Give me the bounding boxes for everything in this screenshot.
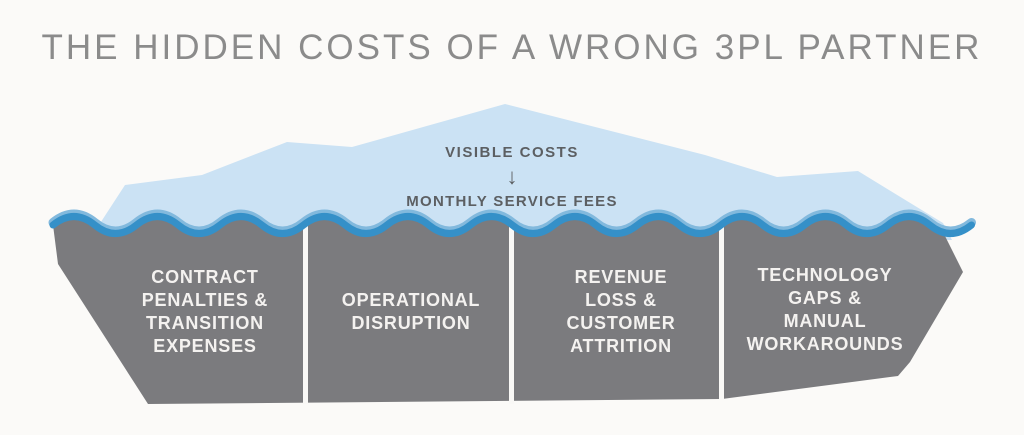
- monthly-service-fees-label: MONTHLY SERVICE FEES: [406, 193, 618, 210]
- section-divider: [509, 224, 514, 404]
- page-title: THE HIDDEN COSTS OF A WRONG 3PL PARTNER: [41, 28, 983, 67]
- hidden-cost-revenue-loss: REVENUE LOSS & CUSTOMER ATTRITION: [566, 267, 676, 356]
- visible-costs-block: VISIBLE COSTS ↓ MONTHLY SERVICE FEES: [362, 144, 662, 211]
- section-divider: [303, 224, 308, 404]
- hidden-cost-operational-disruption: OPERATIONAL DISRUPTION: [341, 290, 481, 333]
- waterline-wave: [49, 213, 975, 237]
- iceberg-tip-shape: [95, 104, 952, 240]
- visible-costs-label: VISIBLE COSTS: [445, 144, 579, 161]
- hidden-cost-technology-gaps: TECHNOLOGY GAPS & MANUAL WORKAROUNDS: [746, 265, 904, 354]
- section-divider: [719, 224, 724, 400]
- iceberg-underwater-shape: [53, 216, 963, 404]
- hidden-cost-contract-penalties: CONTRACT PENALTIES & TRANSITION EXPENSES: [141, 267, 269, 356]
- down-arrow-icon: ↓: [506, 164, 518, 189]
